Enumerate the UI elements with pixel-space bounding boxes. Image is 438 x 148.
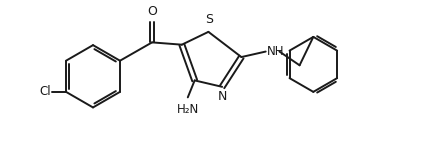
Text: Cl: Cl	[39, 85, 51, 98]
Text: N: N	[218, 90, 227, 103]
Text: H₂N: H₂N	[177, 103, 199, 116]
Text: NH: NH	[267, 45, 285, 58]
Text: O: O	[147, 5, 157, 18]
Text: S: S	[205, 13, 213, 26]
